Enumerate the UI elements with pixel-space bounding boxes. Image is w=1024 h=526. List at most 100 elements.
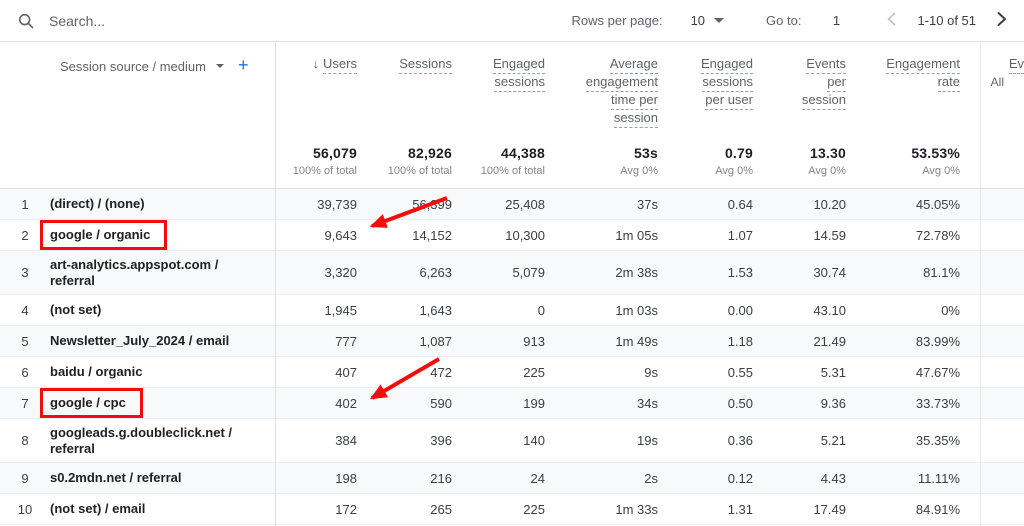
- metric-cell-users: 39,739: [317, 196, 357, 212]
- column-total-engaged-sessions: 44,388 100% of total: [481, 145, 545, 177]
- dimension-header-cell[interactable]: Session source / medium +: [0, 42, 275, 188]
- metric-cell-average-engagement-time-per-session: 1m 49s: [615, 333, 658, 349]
- metric-cell-engaged-sessions: 10,300: [505, 227, 545, 243]
- column-header-events-per-session[interactable]: Events per session 13.30 Avg 0%: [753, 42, 846, 188]
- table-body: 1 (direct) / (none) 39,739 56,399 25,408 37s 0…: [0, 189, 1024, 525]
- metric-cell-engaged-sessions-per-user: 0.55: [727, 364, 753, 380]
- metric-cell-engagement-rate: 33.73%: [915, 395, 960, 411]
- metric-cell-events-per-session: 9.36: [820, 395, 846, 411]
- row-number: 6: [21, 364, 29, 380]
- metric-cell-users: 777: [335, 333, 357, 349]
- metric-cell-users: 384: [335, 433, 357, 448]
- column-header-label: Average: [609, 56, 658, 74]
- row-number: 2: [21, 227, 29, 243]
- column-total-engaged-sessions-per-user: 0.79 Avg 0%: [715, 145, 753, 177]
- next-page-button[interactable]: [992, 10, 1010, 31]
- metric-cell-sessions: 265: [430, 501, 452, 517]
- metric-cell-engaged-sessions: 225: [523, 501, 545, 517]
- chevron-down-icon[interactable]: [215, 64, 224, 68]
- column-header-label: Engaged: [492, 56, 545, 74]
- rows-per-page-value: 10: [690, 13, 706, 28]
- metric-cell-sessions: 396: [430, 433, 452, 448]
- metric-cell-events-per-session: 30.74: [813, 265, 846, 280]
- dimension-value: (direct) / (none): [50, 196, 145, 211]
- column-total-engagement-rate: 53.53% Avg 0%: [911, 145, 960, 177]
- highlighted-dimension-value: google / cpc: [40, 388, 143, 418]
- column-header-users[interactable]: ↓ Users 56,079 100% of total: [275, 42, 357, 188]
- column-header-sessions[interactable]: Sessions 82,926 100% of total: [357, 42, 452, 188]
- rows-per-page-select[interactable]: 10: [690, 13, 725, 28]
- chevron-left-icon: [883, 10, 901, 31]
- metric-cell-sessions: 590: [430, 395, 452, 411]
- metric-cell-engagement-rate: 83.99%: [915, 333, 960, 349]
- goto-page-input[interactable]: 1: [832, 13, 841, 28]
- metric-cell-engaged-sessions-per-user: 1.31: [727, 501, 753, 517]
- column-header-label: session: [801, 92, 846, 110]
- column-header-engaged-sessions-per-user[interactable]: Engaged sessions per user 0.79 Avg 0%: [658, 42, 753, 188]
- total-value: 13.30: [809, 145, 846, 161]
- metric-cell-engagement-rate: 11.11%: [917, 470, 960, 486]
- search-input[interactable]: [49, 12, 349, 29]
- metric-cell-sessions: 216: [430, 470, 452, 486]
- column-header-label: sessions: [494, 74, 545, 92]
- add-dimension-icon[interactable]: +: [237, 55, 249, 75]
- table-row: 5 Newsletter_July_2024 / email 777 1,087 913…: [0, 326, 1024, 357]
- table-row: 1 (direct) / (none) 39,739 56,399 25,408 37s 0…: [0, 189, 1024, 220]
- metric-cell-engaged-sessions: 225: [523, 364, 545, 380]
- column-header-engaged-sessions[interactable]: Engaged sessions 44,388 100% of total: [452, 42, 545, 188]
- metric-cell-average-engagement-time-per-session: 19s: [637, 433, 658, 448]
- metric-cell-engagement-rate: 84.91%: [915, 501, 960, 517]
- table-row: 6 baidu / organic 407 472 225 9s 0.55 5.31 47.67…: [0, 357, 1024, 388]
- column-header-label: Sessions: [399, 56, 452, 74]
- metric-cell-sessions: 14,152: [412, 227, 452, 243]
- column-header-label: Ev: [1008, 56, 1024, 74]
- metric-cell-average-engagement-time-per-session: 1m 05s: [615, 227, 658, 243]
- metric-cell-events-per-session: 5.21: [820, 433, 846, 448]
- metric-cell-engaged-sessions: 140: [523, 433, 545, 448]
- dimension-cell: (not set) / email: [50, 501, 275, 517]
- row-number: 8: [21, 433, 29, 448]
- column-separator: [275, 42, 276, 526]
- column-header-engagement-rate[interactable]: Engagement rate 53.53% Avg 0%: [846, 42, 960, 188]
- dimension-value: googleads.g.doubleclick.net / referral: [50, 424, 233, 456]
- column-total-sessions: 82,926 100% of total: [388, 145, 452, 177]
- metric-cell-engaged-sessions: 5,079: [512, 265, 545, 280]
- column-header-label: time per: [611, 92, 658, 110]
- metric-cell-users: 9,643: [324, 227, 357, 243]
- metric-cell-engaged-sessions-per-user: 0.00: [727, 302, 753, 318]
- dimension-value: (not set): [50, 302, 102, 317]
- pagination-controls: Rows per page: 10 Go to: 1 1-10 of 51: [572, 10, 1024, 31]
- column-header-average-engagement-time-per-session[interactable]: Average engagement time per session 53s Avg 0…: [545, 42, 658, 188]
- dimension-cell: googleads.g.doubleclick.net / referral: [50, 425, 275, 457]
- dimension-cell: google / cpc: [40, 388, 275, 418]
- table-row: 7 google / cpc 402 590 199 34s 0.50 9.36 33.73%: [0, 388, 1024, 419]
- table-row: 2 google / organic 9,643 14,152 10,300 1m 05s…: [0, 220, 1024, 251]
- metric-cell-average-engagement-time-per-session: 2m 38s: [615, 265, 658, 280]
- metric-cell-engagement-rate: 35.35%: [915, 433, 960, 448]
- metric-cell-engaged-sessions: 913: [523, 333, 545, 349]
- column-header-label: per user: [705, 92, 753, 110]
- total-value: 82,926: [407, 145, 452, 161]
- column-header-label: per: [827, 74, 846, 92]
- metric-cell-engagement-rate: 81.1%: [923, 265, 960, 280]
- metric-cell-events-per-session: 17.49: [813, 501, 846, 517]
- column-total-average-engagement-time-per-session: 53s Avg 0%: [620, 145, 658, 177]
- metric-cell-sessions: 472: [430, 364, 452, 380]
- metric-cell-events-per-session: 43.10: [813, 302, 846, 318]
- column-header-event-count-partial[interactable]: Ev All: [960, 42, 1024, 188]
- column-header-label: engagement: [585, 74, 658, 92]
- row-number: 7: [21, 395, 29, 411]
- row-number: 4: [21, 302, 29, 318]
- dimension-value: (not set) / email: [50, 501, 146, 516]
- metric-cell-users: 402: [335, 395, 357, 411]
- metric-cell-engaged-sessions-per-user: 0.12: [727, 470, 753, 486]
- total-subtext: 100% of total: [292, 165, 357, 177]
- dimension-value: Newsletter_July_2024 / email: [50, 333, 230, 348]
- search-box[interactable]: [0, 12, 572, 30]
- dimension-header-label[interactable]: Session source / medium: [60, 59, 206, 74]
- table-row: 9 s0.2mdn.net / referral 198 216 24 2s 0.12 4.4…: [0, 463, 1024, 494]
- total-subtext: Avg 0%: [620, 165, 658, 177]
- previous-page-button[interactable]: [883, 10, 901, 31]
- metric-cell-sessions: 6,263: [419, 265, 452, 280]
